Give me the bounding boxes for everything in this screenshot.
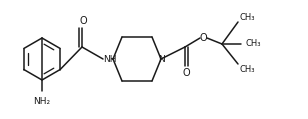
Text: N: N <box>158 55 165 64</box>
Text: O: O <box>182 68 190 78</box>
Text: CH₃: CH₃ <box>239 64 254 74</box>
Text: NH: NH <box>103 55 116 64</box>
Text: NH₂: NH₂ <box>34 97 51 106</box>
Text: O: O <box>79 16 87 26</box>
Text: CH₃: CH₃ <box>246 40 261 49</box>
Text: CH₃: CH₃ <box>239 12 254 22</box>
Text: O: O <box>199 33 207 43</box>
